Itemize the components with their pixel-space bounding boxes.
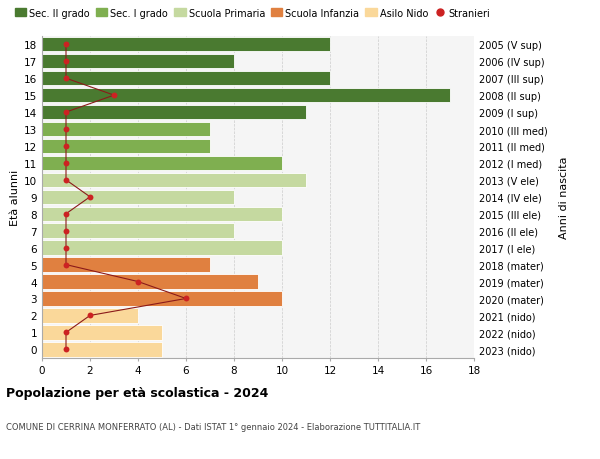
Point [85,312,95,319]
Point [181,295,191,302]
Bar [42,106,306,120]
Bar [42,38,330,52]
Y-axis label: Anni di nascita: Anni di nascita [559,156,569,239]
Bar [42,342,162,357]
Bar [42,308,138,323]
Point [109,92,119,100]
Point [61,329,71,336]
Bar [42,275,258,289]
Text: COMUNE DI CERRINA MONFERRATO (AL) - Dati ISTAT 1° gennaio 2024 - Elaborazione TU: COMUNE DI CERRINA MONFERRATO (AL) - Dati… [6,422,420,431]
Bar [42,325,162,340]
Bar [42,55,234,69]
Point [61,126,71,134]
Bar [42,173,306,188]
Legend: Sec. II grado, Sec. I grado, Scuola Primaria, Scuola Infanzia, Asilo Nido, Stran: Sec. II grado, Sec. I grado, Scuola Prim… [11,5,494,22]
Bar [42,241,282,255]
Bar [42,224,234,238]
Point [61,211,71,218]
Bar [42,72,330,86]
Point [61,245,71,252]
Point [61,109,71,117]
Text: Popolazione per età scolastica - 2024: Popolazione per età scolastica - 2024 [6,386,268,399]
Point [85,194,95,201]
Bar [42,190,234,205]
Point [133,278,143,285]
Bar [42,157,282,171]
Point [61,160,71,167]
Point [61,177,71,184]
Point [61,75,71,83]
Point [61,228,71,235]
Point [61,261,71,269]
Y-axis label: Età alunni: Età alunni [10,169,20,225]
Point [61,58,71,66]
Point [61,143,71,150]
Bar [42,140,210,154]
Bar [42,123,210,137]
Point [61,346,71,353]
Bar [42,207,282,221]
Point [61,41,71,49]
Bar [42,89,450,103]
Bar [42,291,282,306]
Bar [42,258,210,272]
